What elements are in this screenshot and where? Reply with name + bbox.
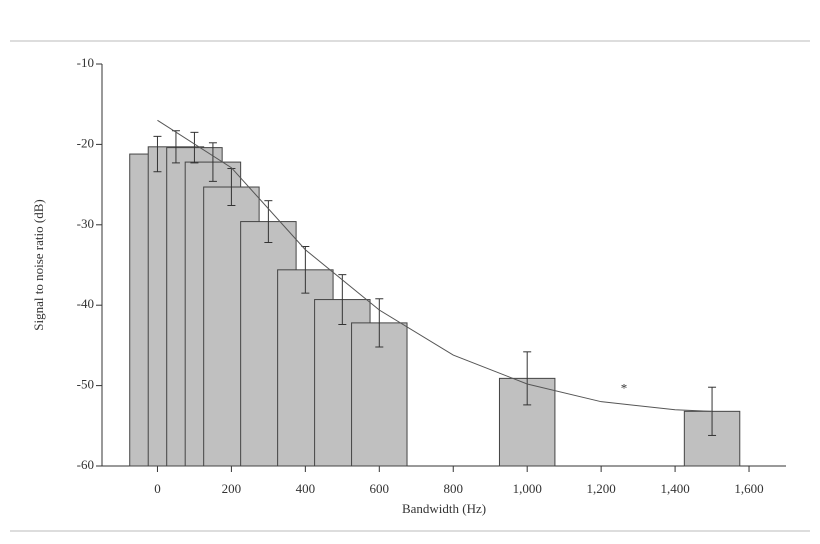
- fit-line: [157, 119, 713, 412]
- x-tick-label: 0: [154, 481, 161, 496]
- x-tick-label: 1,000: [513, 481, 542, 496]
- y-tick-label: -40: [77, 296, 94, 311]
- annotation: *: [621, 381, 628, 396]
- x-axis-label: Bandwidth (Hz): [402, 501, 486, 516]
- y-tick-label: -20: [77, 135, 94, 150]
- x-tick-label: 1,200: [587, 481, 616, 496]
- error-bar: [375, 298, 384, 348]
- error-bar: [264, 200, 273, 243]
- x-tick-label: 400: [296, 481, 316, 496]
- y-tick-label: -30: [77, 216, 94, 231]
- error-bar: [153, 135, 162, 173]
- y-tick-label: -60: [77, 457, 94, 472]
- error-bar: [338, 274, 347, 325]
- error-bar: [208, 142, 217, 182]
- error-bar: [523, 351, 532, 406]
- error-bar: [190, 131, 199, 164]
- y-tick-label: -50: [77, 377, 94, 392]
- x-tick-label: 200: [222, 481, 242, 496]
- y-tick-label: -10: [77, 55, 94, 70]
- x-tick-label: 1,600: [734, 481, 763, 496]
- x-tick-label: 800: [443, 481, 463, 496]
- x-tick-label: 1,400: [660, 481, 689, 496]
- x-tick-label: 600: [370, 481, 390, 496]
- y-axis-label: Signal to noise ratio (dB): [31, 199, 46, 330]
- error-bar: [227, 168, 236, 207]
